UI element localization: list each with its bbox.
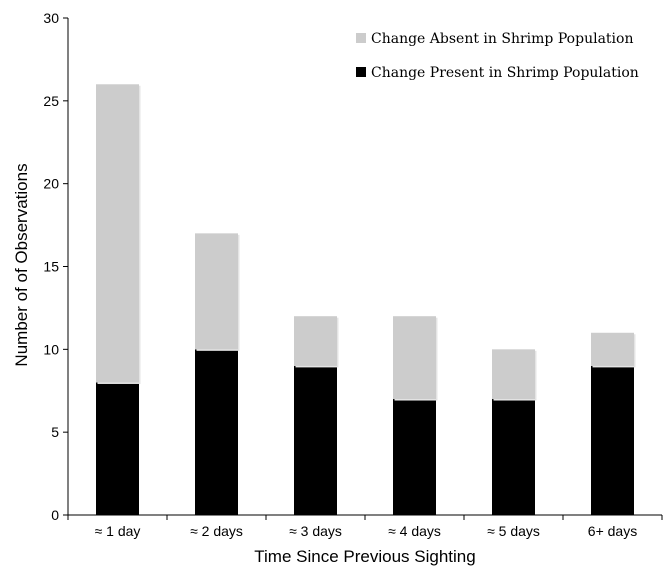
y-tick-label: 10 bbox=[43, 341, 59, 357]
bar-segment-present bbox=[96, 382, 139, 515]
x-tick-label: ≈ 2 days bbox=[190, 523, 243, 539]
y-tick-label: 20 bbox=[43, 176, 59, 192]
y-tick-label: 15 bbox=[43, 259, 59, 275]
legend-swatch-absent bbox=[356, 33, 366, 43]
y-tick-label: 25 bbox=[43, 93, 59, 109]
legend-item-absent: Change Absent in Shrimp Population bbox=[356, 31, 633, 47]
legend-item-present: Change Present in Shrimp Population bbox=[356, 65, 639, 81]
x-tick-label: ≈ 5 days bbox=[487, 523, 540, 539]
legend-label-present: Change Present in Shrimp Population bbox=[371, 65, 639, 81]
bar-segment-absent bbox=[294, 316, 337, 366]
legend-label-absent: Change Absent in Shrimp Population bbox=[371, 31, 633, 47]
legend: Change Absent in Shrimp Population Chang… bbox=[356, 31, 639, 81]
y-tick-label: 0 bbox=[51, 507, 59, 523]
bar-segment-absent bbox=[195, 233, 238, 350]
x-axis-title: Time Since Previous Sighting bbox=[254, 547, 475, 566]
y-tick-label: 5 bbox=[51, 424, 59, 440]
bar-segment-present bbox=[492, 399, 535, 515]
bars-layer bbox=[96, 84, 636, 515]
legend-swatch-present bbox=[356, 67, 366, 77]
bar-segment-absent bbox=[492, 349, 535, 400]
bar-segment-present bbox=[195, 349, 238, 515]
bar-segment-absent bbox=[96, 84, 139, 383]
bar-segment-present bbox=[393, 399, 436, 515]
y-ticks: 0 5 10 15 20 25 30 bbox=[43, 10, 68, 523]
bar-segment-present bbox=[591, 365, 634, 515]
bar-segment-present bbox=[294, 365, 337, 515]
bar-segment-absent bbox=[591, 332, 634, 366]
x-tick-label: 6+ days bbox=[588, 523, 637, 539]
x-tick-label: ≈ 4 days bbox=[388, 523, 441, 539]
x-tick-label: ≈ 3 days bbox=[289, 523, 342, 539]
x-ticks: ≈ 1 day ≈ 2 days ≈ 3 days ≈ 4 days ≈ 5 days 6… bbox=[67, 515, 663, 539]
y-tick-label: 30 bbox=[43, 10, 59, 26]
y-axis-title: Number of of Observations bbox=[12, 163, 31, 366]
bar-segment-absent bbox=[393, 316, 436, 400]
x-tick-label: ≈ 1 day bbox=[95, 523, 141, 539]
